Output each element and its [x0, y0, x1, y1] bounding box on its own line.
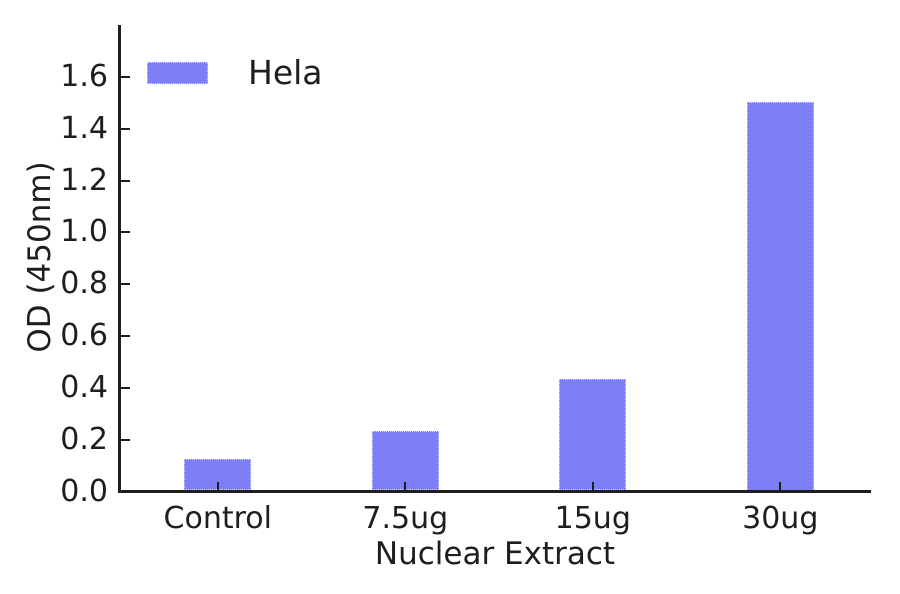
y-tick-mark: [121, 490, 130, 493]
y-tick-mark: [121, 75, 130, 78]
bar-15ug: [559, 379, 627, 491]
x-tick-label: 15ug: [554, 500, 631, 536]
legend-series-label: Hela: [248, 53, 323, 92]
x-axis-spine: [118, 490, 871, 493]
x-tick-mark: [779, 482, 782, 490]
y-tick-mark: [121, 231, 130, 234]
y-tick-mark: [121, 283, 130, 286]
y-tick-label: 1.0: [60, 214, 108, 250]
legend-color-swatch: [147, 61, 208, 84]
y-tick-mark: [121, 438, 130, 441]
y-tick-label: 0.0: [60, 473, 108, 509]
bar-7.5ug: [371, 430, 439, 491]
x-tick-mark: [591, 482, 594, 490]
x-tick-label: Control: [163, 500, 272, 536]
x-tick-label: 7.5ug: [362, 500, 449, 536]
y-tick-mark: [121, 386, 130, 389]
x-tick-mark: [216, 482, 219, 490]
y-tick-label: 1.2: [60, 162, 108, 198]
bar-30ug: [746, 101, 814, 491]
x-tick-label: 30ug: [742, 500, 819, 536]
y-tick-label: 0.6: [60, 318, 108, 353]
x-axis-title: Nuclear Extract: [374, 536, 616, 572]
x-tick-mark: [404, 482, 407, 490]
y-tick-label: 0.2: [60, 421, 108, 457]
legend: Hela: [147, 56, 323, 89]
y-tick-label: 0.4: [60, 369, 108, 405]
y-tick-mark: [121, 127, 130, 130]
y-tick-mark: [121, 179, 130, 182]
y-tick-mark: [121, 335, 130, 337]
y-axis-title: OD (450nm): [22, 161, 58, 353]
y-tick-label: 0.8: [60, 266, 108, 302]
y-tick-label: 1.6: [60, 58, 108, 94]
y-tick-label: 1.4: [60, 110, 108, 146]
y-axis-spine: [118, 25, 121, 493]
